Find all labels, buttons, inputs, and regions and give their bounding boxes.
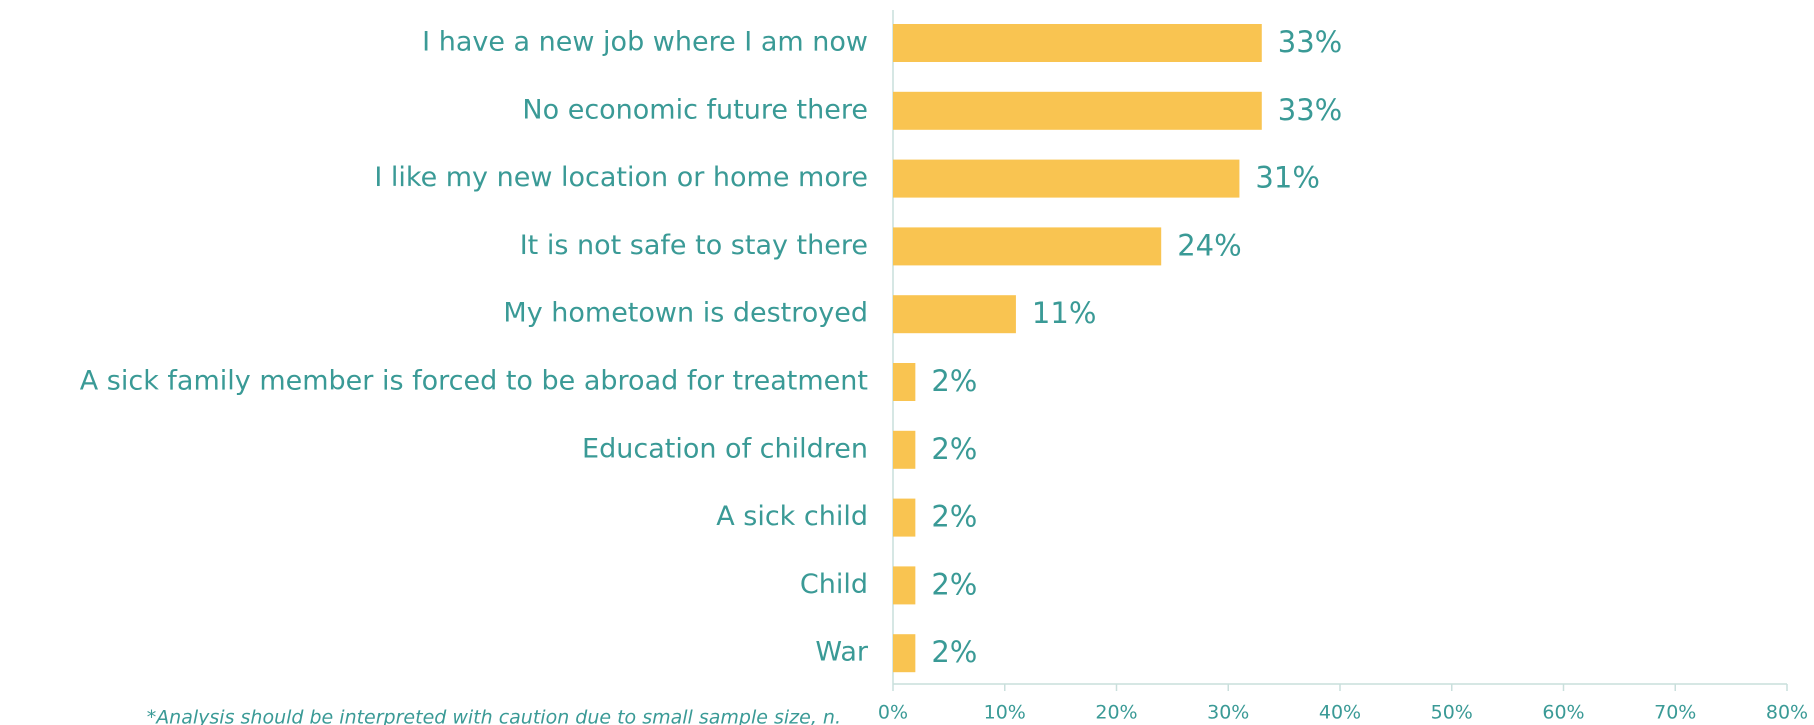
bar: [893, 24, 1262, 62]
bar: [893, 227, 1162, 266]
footnote: *Analysis should be interpreted with cau…: [147, 707, 841, 725]
bar: [893, 634, 916, 673]
x-tick-label: 50%: [1431, 702, 1473, 724]
category-label: Child: [800, 569, 868, 600]
category-label: A sick child: [716, 501, 868, 532]
bar: [893, 498, 916, 537]
x-tick-label: 0%: [878, 702, 908, 724]
data-label: 33%: [1278, 93, 1342, 127]
category-label: No economic future there: [522, 94, 868, 125]
data-label: 33%: [1278, 25, 1342, 59]
x-tick-label: 60%: [1542, 702, 1584, 724]
x-tick-label: 10%: [984, 702, 1026, 724]
x-tick-label: 80%: [1766, 702, 1808, 724]
data-label: 11%: [1032, 296, 1096, 330]
category-label: My hometown is destroyed: [503, 298, 868, 329]
bar: [893, 159, 1240, 198]
category-label: Education of children: [582, 433, 868, 464]
data-label: 2%: [931, 432, 977, 466]
bar: [893, 295, 1016, 334]
category-label: A sick family member is forced to be abr…: [80, 366, 868, 397]
category-label: I have a new job where I am now: [422, 27, 868, 58]
category-label: I like my new location or home more: [374, 162, 868, 193]
x-tick-label: 30%: [1207, 702, 1249, 724]
data-label: 31%: [1255, 161, 1319, 195]
data-label: 2%: [931, 635, 977, 669]
data-label: 24%: [1177, 228, 1241, 262]
data-label: 2%: [931, 500, 977, 534]
bar: [893, 363, 916, 401]
data-label: 2%: [931, 364, 977, 398]
bar: [893, 430, 916, 469]
bar: [893, 91, 1262, 130]
x-tick-label: 70%: [1654, 702, 1696, 724]
category-label: It is not safe to stay there: [520, 230, 868, 261]
bar: [893, 566, 916, 605]
data-label: 2%: [931, 567, 977, 601]
category-label: War: [815, 637, 869, 668]
x-tick-label: 20%: [1095, 702, 1137, 724]
x-tick-label: 40%: [1319, 702, 1361, 724]
